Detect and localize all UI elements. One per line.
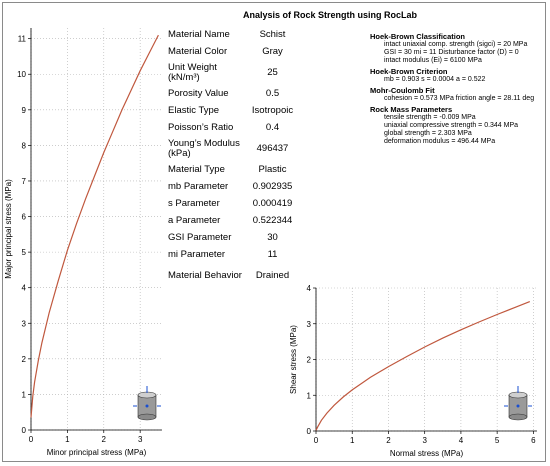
x-axis-title: Minor principal stress (MPa) xyxy=(47,448,147,457)
property-label: Poisson’s Ratio xyxy=(168,121,234,133)
property-label: GSI Parameter xyxy=(168,231,232,243)
y-tick-label: 7 xyxy=(22,177,27,186)
property-value: Isotropoic xyxy=(251,105,294,116)
property-row: Elastic Type Isotropoic xyxy=(165,102,295,119)
property-value: Plastic xyxy=(258,164,287,175)
property-value: 0.902935 xyxy=(252,181,293,192)
sample-cylinder-icon xyxy=(133,386,161,421)
mohr-coulomb-heading: Mohr-Coulomb Fit xyxy=(370,86,435,95)
property-value: Drained xyxy=(255,270,290,281)
hb-classification-line: intact uniaxial comp. strength (sigci) =… xyxy=(384,41,528,48)
y-tick-label: 1 xyxy=(22,390,27,399)
property-label: mb Parameter xyxy=(168,180,229,192)
property-value: 496437 xyxy=(256,143,289,154)
y-tick-label: 2 xyxy=(22,355,27,364)
property-value: 0.5 xyxy=(265,88,280,99)
y-tick-label: 1 xyxy=(307,391,312,400)
property-label: a Parameter xyxy=(168,214,221,226)
property-label: mi Parameter xyxy=(168,248,226,260)
y-tick-label: 3 xyxy=(22,319,27,328)
x-tick-label: 6 xyxy=(531,436,536,445)
y-tick-label: 2 xyxy=(307,356,312,365)
x-tick-label: 5 xyxy=(495,436,500,445)
y-tick-label: 10 xyxy=(17,70,26,79)
hb-criterion-line: mb = 0.903 s = 0.0004 a = 0.522 xyxy=(384,76,486,83)
x-tick-label: 4 xyxy=(459,436,464,445)
property-value: 25 xyxy=(267,67,278,78)
property-row: mb Parameter 0.902935 xyxy=(165,178,295,195)
property-value: 11 xyxy=(267,249,278,260)
x-tick-label: 3 xyxy=(138,435,143,444)
y-axis-title: Shear stress (MPa) xyxy=(289,325,298,394)
x-tick-label: 0 xyxy=(29,435,34,444)
property-value: 0.4 xyxy=(265,122,280,133)
x-tick-label: 2 xyxy=(386,436,391,445)
hb-classification-heading: Hoek-Brown Classification xyxy=(370,32,466,41)
property-row: Material Type Plastic xyxy=(165,161,295,178)
property-label: s Parameter xyxy=(168,197,220,209)
x-tick-label: 1 xyxy=(65,435,70,444)
property-label: Material Color xyxy=(168,45,228,57)
y-tick-label: 0 xyxy=(307,427,312,436)
property-row: s Parameter 0.000419 xyxy=(165,195,295,212)
property-row: Material Behavior Drained xyxy=(165,263,295,288)
y-tick-label: 5 xyxy=(22,248,27,257)
figure-frame xyxy=(2,2,546,462)
property-label: Material Type xyxy=(168,163,225,175)
rock-mass-line: tensile strength = -0.009 MPa xyxy=(384,114,476,121)
property-row: Poisson’s Ratio 0.4 xyxy=(165,119,295,136)
series-line xyxy=(30,34,159,418)
y-tick-label: 11 xyxy=(18,35,27,44)
x-tick-label: 2 xyxy=(102,435,107,444)
property-label: Young’s Modulus (kPa) xyxy=(168,137,240,159)
property-label: Material Behavior xyxy=(168,269,242,281)
x-tick-label: 0 xyxy=(314,436,319,445)
property-label: Elastic Type xyxy=(168,104,220,116)
property-value: Gray xyxy=(262,46,283,57)
property-value: Schist xyxy=(259,29,286,40)
y-tick-label: 6 xyxy=(22,213,27,222)
page-title: Analysis of Rock Strength using RocLab xyxy=(242,10,418,20)
property-row: Young’s Modulus (kPa) 496437 xyxy=(165,136,295,161)
property-row: mi Parameter 11 xyxy=(165,246,295,263)
rocklab-results-panel: Hoek-Brown Classification intact uniaxia… xyxy=(370,30,548,146)
y-tick-label: 0 xyxy=(22,426,27,435)
property-row: Porosity Value 0.5 xyxy=(165,85,295,102)
y-tick-label: 3 xyxy=(307,320,312,329)
rock-mass-heading: Rock Mass Parameters xyxy=(370,105,453,114)
property-row: a Parameter 0.522344 xyxy=(165,212,295,229)
y-tick-label: 8 xyxy=(22,141,27,150)
material-properties-table: Material Name Schist Material Color Gray Uni… xyxy=(165,26,295,288)
property-label: Unit Weight (kN/m³) xyxy=(168,61,217,83)
series-line xyxy=(315,301,531,431)
property-row: Material Name Schist xyxy=(165,26,295,43)
y-axis-title: Major principal stress (MPa) xyxy=(4,179,13,279)
property-value: 0.522344 xyxy=(252,215,293,226)
hb-classification-line: GSI = 30 mi = 11 Disturbance factor (D) … xyxy=(384,49,519,56)
y-tick-label: 9 xyxy=(22,106,27,115)
hb-criterion-heading: Hoek-Brown Criterion xyxy=(370,67,448,76)
property-row: Unit Weight (kN/m³) 25 xyxy=(165,60,295,85)
property-label: Porosity Value xyxy=(168,87,229,99)
y-tick-label: 4 xyxy=(307,284,312,293)
rock-mass-line: global strength = 2.303 MPa xyxy=(384,130,472,137)
x-tick-label: 1 xyxy=(350,436,355,445)
property-value: 0.000419 xyxy=(252,198,293,209)
mohr-coulomb-line: cohesion = 0.573 MPa friction angle = 28… xyxy=(384,95,535,102)
property-row: Material Color Gray xyxy=(165,43,295,60)
y-tick-label: 4 xyxy=(22,284,27,293)
x-tick-label: 3 xyxy=(422,436,427,445)
property-label: Material Name xyxy=(168,28,230,40)
property-value: 30 xyxy=(267,232,278,243)
x-axis-title: Normal stress (MPa) xyxy=(390,449,464,458)
hb-classification-line: intact modulus (Ei) = 6100 MPa xyxy=(384,57,482,64)
sample-cylinder-icon xyxy=(504,386,532,421)
rock-mass-line: uniaxial compressive strength = 0.344 MP… xyxy=(384,122,519,129)
rock-mass-line: deformation modulus = 496.44 MPa xyxy=(384,138,496,145)
property-row: GSI Parameter 30 xyxy=(165,229,295,246)
